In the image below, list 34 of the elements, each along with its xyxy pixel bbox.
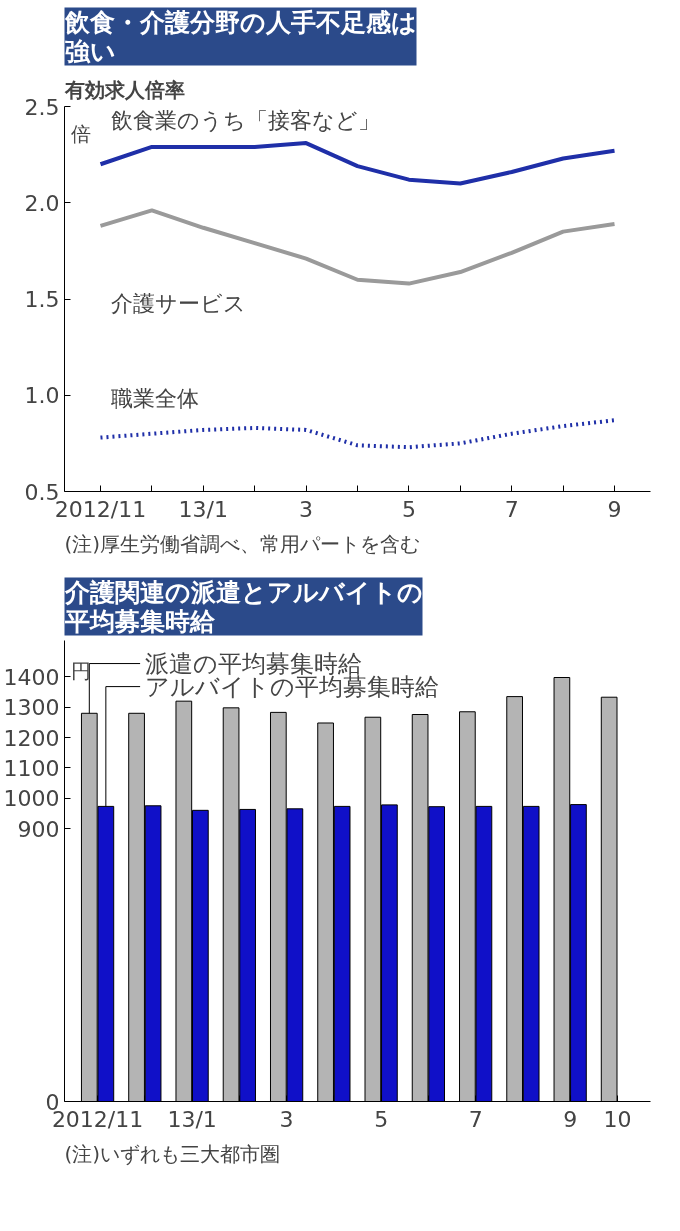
chart-subtitle: 有効求人倍率 bbox=[63, 77, 185, 102]
x-tick-label: 10 bbox=[603, 1106, 632, 1132]
chart-title: 飲食・介護分野の人手不足感は強い bbox=[63, 7, 417, 66]
line-series bbox=[98, 418, 617, 450]
line-series bbox=[98, 208, 617, 286]
y-tick-label: 900 bbox=[17, 816, 60, 842]
y-axis-title: 円 bbox=[70, 658, 91, 683]
y-tick-label: 1300 bbox=[3, 695, 60, 721]
x-tick-label: 9 bbox=[607, 496, 622, 522]
y-tick-label: 1400 bbox=[3, 664, 60, 690]
chart-title: 介護関連の派遣とアルバイトの平均募集時給 bbox=[63, 577, 423, 636]
line-series bbox=[98, 141, 617, 186]
text: 介護サービス bbox=[110, 291, 246, 317]
x-tick-label: 5 bbox=[374, 1106, 389, 1132]
text: (注)厚生労働省調べ、常用パートを含む bbox=[64, 531, 421, 556]
y-axis-title: 倍 bbox=[70, 121, 91, 146]
x-tick-label: 7 bbox=[504, 496, 519, 522]
x-tick-label: 9 bbox=[563, 1106, 578, 1132]
y-tick-label: 2.5 bbox=[24, 94, 60, 120]
series-label: 職業全体 bbox=[110, 385, 199, 411]
y-tick-label: 1.5 bbox=[24, 287, 60, 312]
y-tick-label: 1200 bbox=[3, 725, 60, 751]
y-tick-label: 1.0 bbox=[24, 383, 60, 409]
x-tick-label: 3 bbox=[299, 496, 314, 522]
x-tick-label: 3 bbox=[279, 1106, 294, 1132]
y-tick-label: 1000 bbox=[3, 786, 60, 812]
x-tick-label: 5 bbox=[401, 496, 416, 522]
x-tick-label: 13/1 bbox=[167, 1106, 217, 1132]
x-tick-label: 7 bbox=[468, 1106, 483, 1132]
x-tick-label: 13/1 bbox=[178, 496, 228, 522]
series-label: 飲食業のうち「接客など」 bbox=[110, 108, 380, 134]
text: (注)いずれも三大都市圏 bbox=[64, 1141, 281, 1166]
y-tick-label: 1100 bbox=[3, 755, 60, 781]
y-tick-label: 2.0 bbox=[24, 190, 60, 216]
